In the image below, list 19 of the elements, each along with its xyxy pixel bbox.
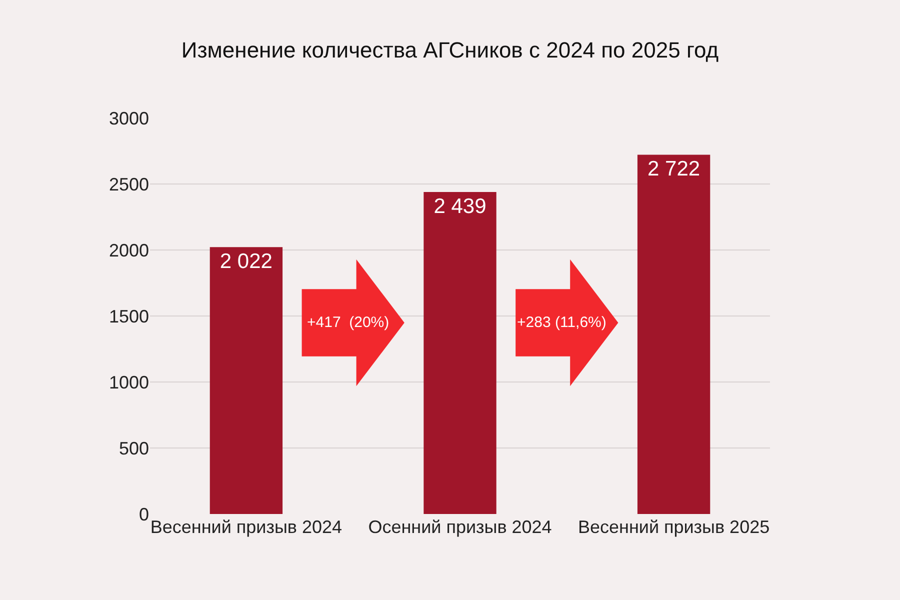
annotation: +417 (20%) (307, 314, 390, 331)
y-tick-label: 0 (138, 504, 149, 524)
data-label: 2 022 (220, 250, 272, 274)
y-tick-label: 2000 (108, 240, 149, 260)
chart-title: Изменение количества АГСников с 2024 по 2025 год (181, 37, 719, 62)
y-tick-label: 2500 (108, 174, 149, 194)
x-tick-label: Весенний призыв 2024 (150, 517, 342, 537)
data-label: 2 722 (648, 158, 700, 181)
bar (210, 247, 283, 514)
y-tick-label: 500 (118, 438, 149, 458)
data-label: 2 439 (434, 195, 486, 218)
bar (637, 154, 710, 514)
annotation: +283 (11,6%) (517, 314, 606, 331)
y-tick-label: 1500 (108, 306, 149, 326)
bar (424, 192, 496, 514)
x-tick-label: Осенний призыв 2024 (368, 517, 552, 537)
x-tick-label: Весенний призыв 2025 (578, 517, 770, 537)
y-tick-label: 3000 (108, 108, 149, 128)
y-tick-label: 1000 (108, 372, 149, 392)
